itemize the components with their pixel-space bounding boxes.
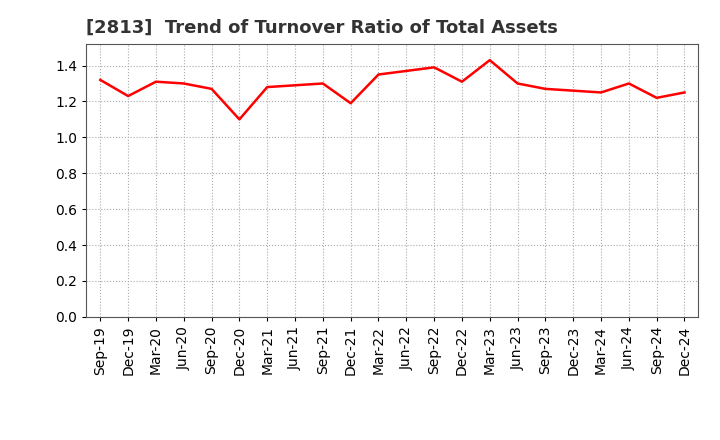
Text: [2813]  Trend of Turnover Ratio of Total Assets: [2813] Trend of Turnover Ratio of Total …: [86, 19, 558, 37]
